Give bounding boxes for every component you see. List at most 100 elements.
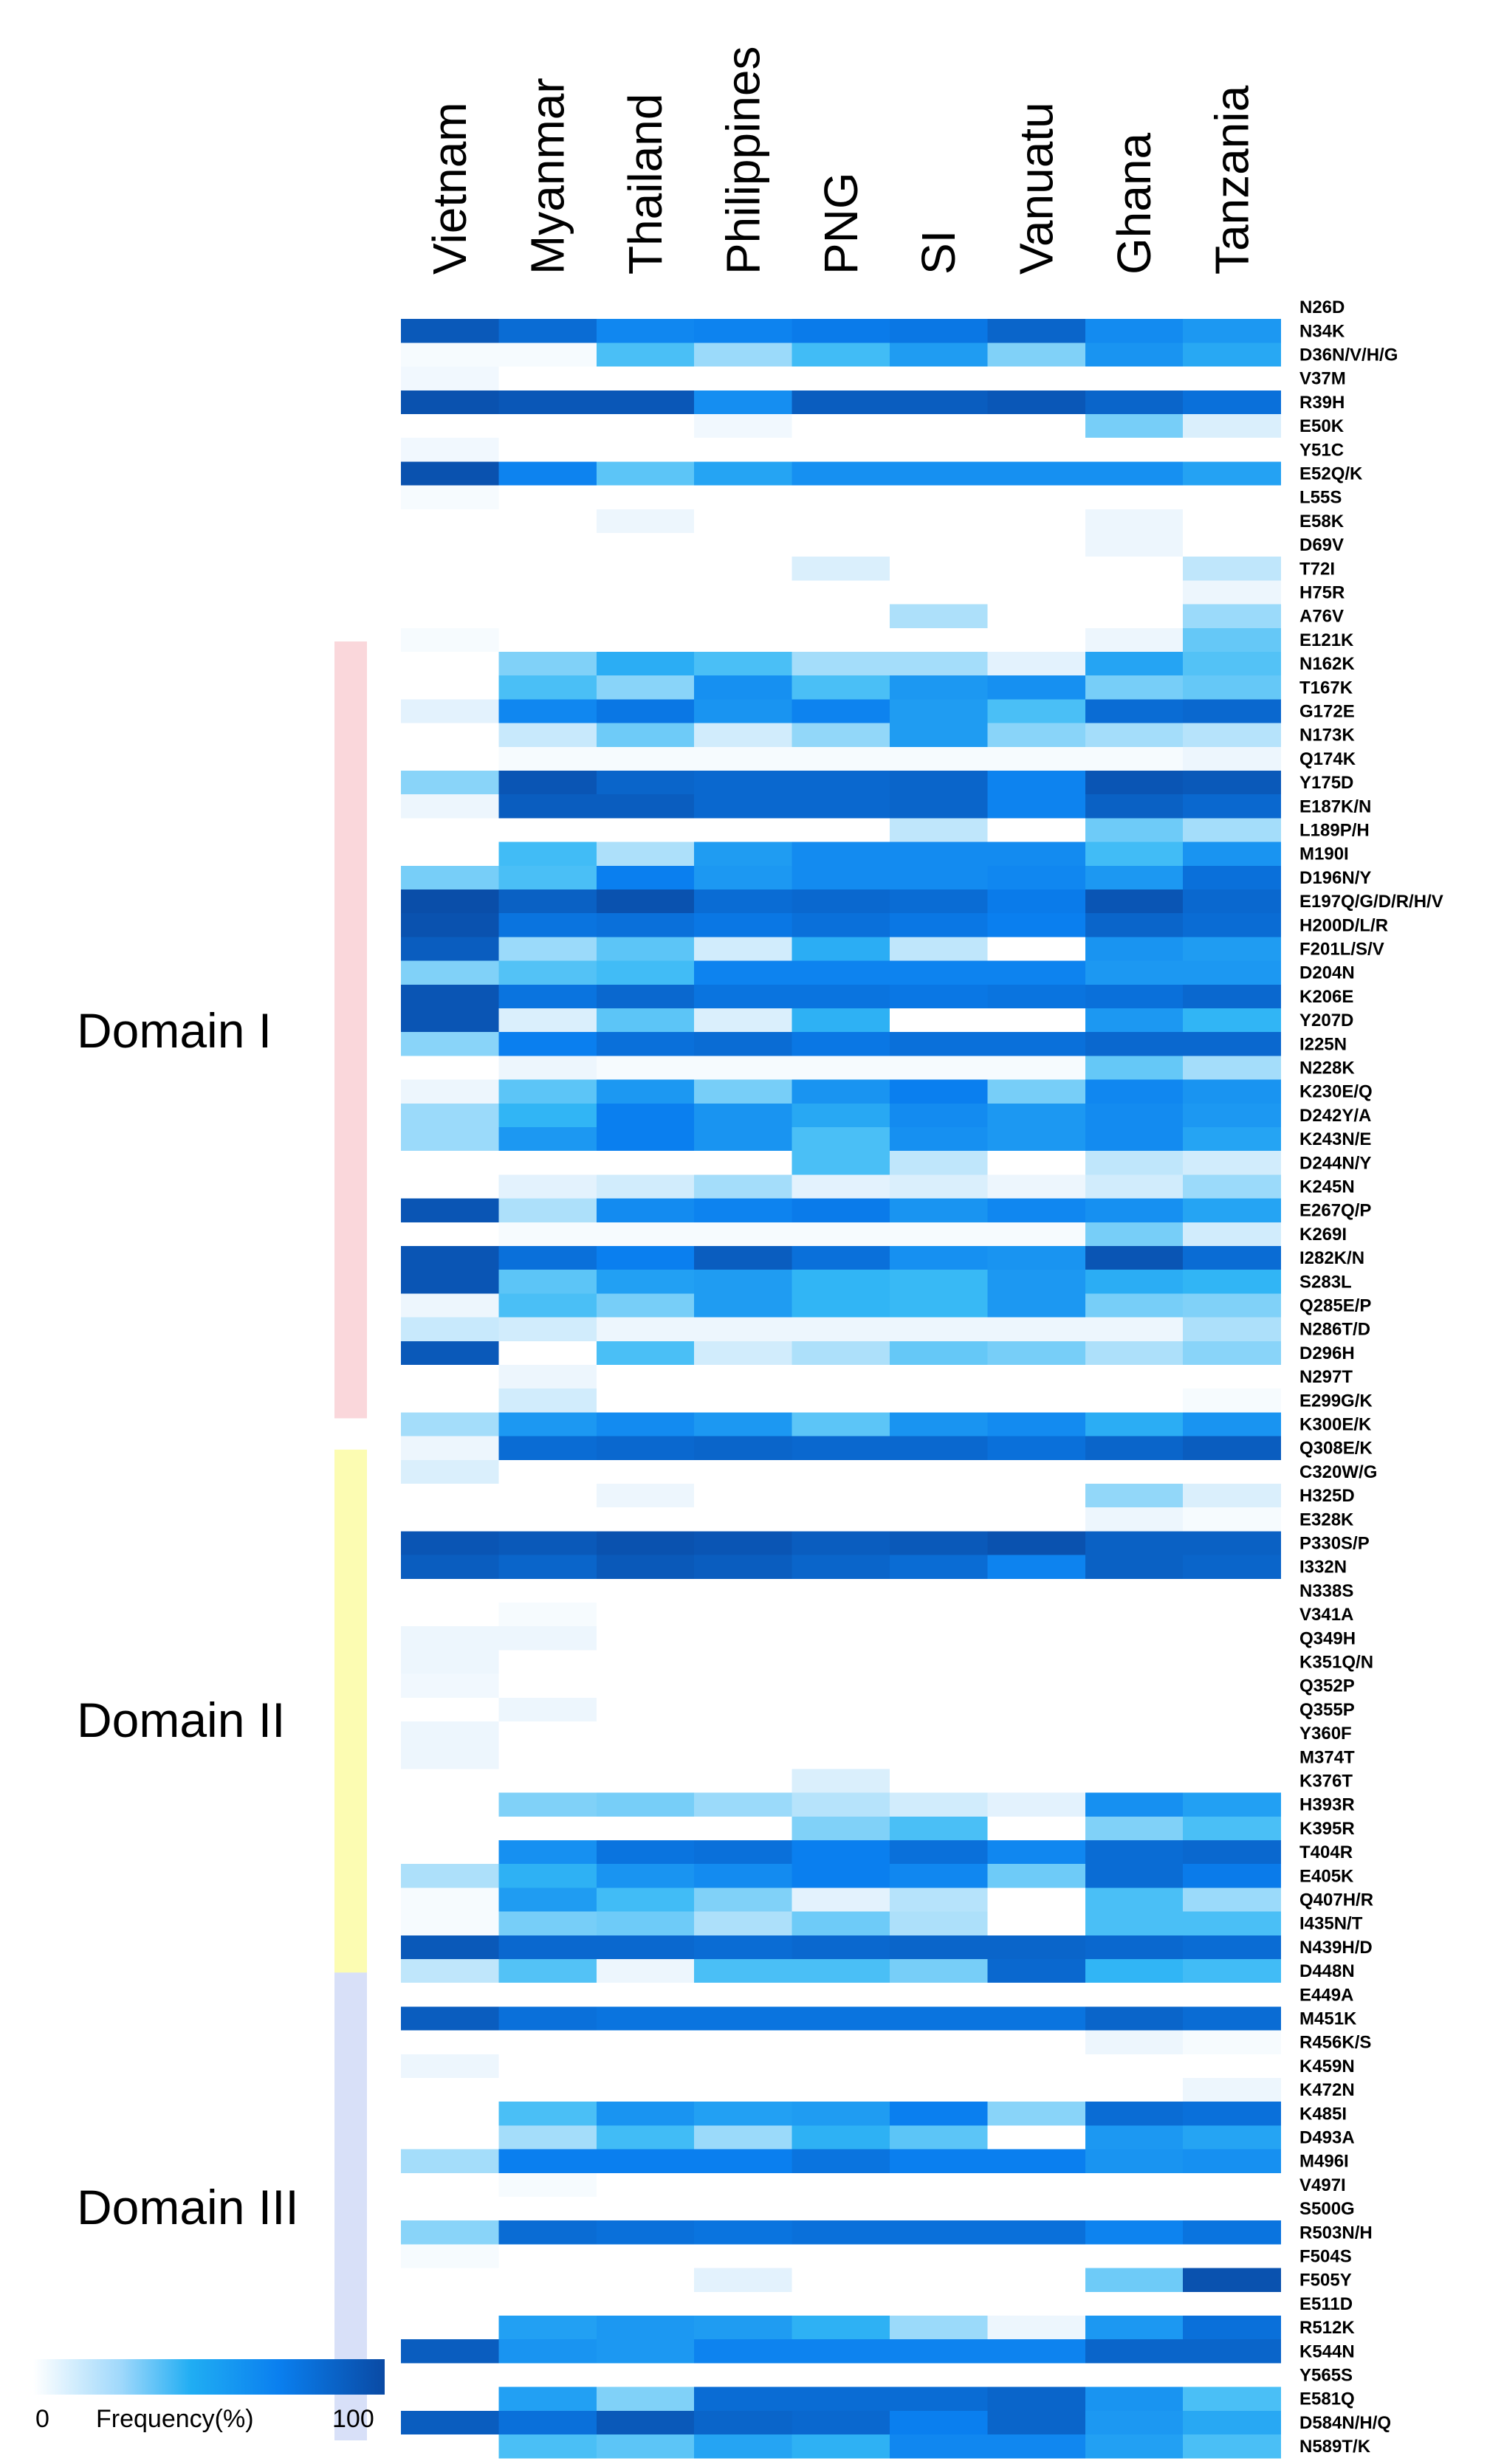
- heatmap-cell: [1085, 2197, 1184, 2221]
- heatmap-cell: [596, 2006, 695, 2031]
- heatmap-cell: [890, 1103, 988, 1128]
- heatmap-cell: [694, 723, 793, 748]
- heatmap-cell: [987, 1412, 1086, 1437]
- heatmap-cell: [498, 2339, 597, 2364]
- heatmap-cell: [694, 1317, 793, 1342]
- heatmap-cell: [987, 2244, 1086, 2269]
- heatmap-cell: [498, 2172, 597, 2198]
- heatmap-cell: [694, 1222, 793, 1247]
- heatmap-cell: [401, 913, 499, 937]
- heatmap-cell: [401, 2149, 499, 2174]
- heatmap-cell: [987, 343, 1086, 368]
- heatmap-cell: [694, 2291, 793, 2316]
- heatmap-cell: [1183, 1079, 1282, 1104]
- row-label-k544n: K544N: [1299, 2341, 1355, 2361]
- heatmap-cell: [1183, 1388, 1282, 1413]
- heatmap-cell: [1183, 1745, 1282, 1769]
- row-label-y360f: Y360F: [1299, 1724, 1352, 1744]
- heatmap-cell: [1085, 2149, 1184, 2174]
- heatmap-cell: [987, 2030, 1086, 2055]
- legend-max-label: 100: [332, 2405, 374, 2433]
- heatmap-cell: [694, 1484, 793, 1508]
- heatmap-cell: [694, 1412, 793, 1437]
- heatmap-cell: [792, 1887, 890, 1913]
- heatmap-cell: [890, 1198, 988, 1223]
- column-label-ghana: Ghana: [1108, 132, 1161, 275]
- heatmap-cell: [792, 1531, 890, 1556]
- heatmap-cell: [890, 2434, 988, 2459]
- heatmap-cell: [890, 1412, 988, 1437]
- heatmap-cell: [792, 627, 890, 653]
- heatmap-cell: [987, 1317, 1086, 1342]
- heatmap-cell: [987, 1887, 1086, 1913]
- heatmap-cell: [1183, 818, 1282, 843]
- heatmap-cell: [1183, 723, 1282, 748]
- heatmap-cell: [987, 1935, 1086, 1960]
- heatmap-cell: [987, 723, 1086, 748]
- row-label-e581q: E581Q: [1299, 2389, 1355, 2409]
- heatmap-cell: [401, 1911, 499, 1936]
- heatmap-cell: [1183, 937, 1282, 962]
- heatmap-cell: [1183, 2125, 1282, 2150]
- heatmap-cell: [498, 1151, 597, 1175]
- heatmap-cell: [1085, 1578, 1184, 1603]
- heatmap-cell: [401, 1317, 499, 1342]
- heatmap-cell: [596, 2220, 695, 2245]
- heatmap-cell: [401, 1531, 499, 1556]
- heatmap-cell: [792, 1079, 890, 1104]
- heatmap-cell: [987, 1603, 1086, 1627]
- heatmap-cell: [694, 984, 793, 1009]
- row-label-r456k-s: R456K/S: [1299, 2033, 1371, 2053]
- heatmap-cell: [694, 1959, 793, 1983]
- heatmap-cell: [1183, 1864, 1282, 1888]
- heatmap-cell: [987, 1293, 1086, 1318]
- heatmap-cell: [498, 1103, 597, 1128]
- heatmap-cell: [1183, 699, 1282, 724]
- heatmap-cell: [498, 1816, 597, 1841]
- row-label-n439h-d: N439H/D: [1299, 1938, 1373, 1958]
- heatmap-cell: [694, 2386, 793, 2412]
- heatmap-cell: [401, 889, 499, 914]
- heatmap-cell: [1085, 1293, 1184, 1318]
- heatmap-cell: [987, 699, 1086, 724]
- heatmap-cell: [890, 2102, 988, 2126]
- heatmap-cell: [792, 2316, 890, 2340]
- heatmap-cell: [792, 485, 890, 510]
- heatmap-cell: [498, 2434, 597, 2459]
- heatmap-cell: [596, 2078, 695, 2102]
- heatmap-cell: [987, 2410, 1086, 2435]
- row-label-t72i: T72I: [1299, 559, 1335, 579]
- heatmap-cell: [792, 2078, 890, 2102]
- heatmap-cell: [987, 1341, 1086, 1366]
- heatmap-cell: [1085, 1555, 1184, 1580]
- heatmap-cell: [1183, 2291, 1282, 2316]
- heatmap-cell: [694, 1388, 793, 1413]
- heatmap-cell: [401, 1293, 499, 1318]
- heatmap-cell: [596, 2054, 695, 2079]
- row-label-k472n: K472N: [1299, 2080, 1355, 2100]
- heatmap-cell: [1183, 1365, 1282, 1389]
- row-label-m451k: M451K: [1299, 2009, 1357, 2029]
- heatmap-cell: [1183, 2386, 1282, 2412]
- heatmap-cell: [498, 2197, 597, 2221]
- heatmap-cell: [792, 2149, 890, 2174]
- heatmap-cell: [890, 1151, 988, 1175]
- heatmap-cell: [498, 1603, 597, 1627]
- heatmap-cell: [792, 1792, 890, 1817]
- heatmap-cell: [1183, 675, 1282, 700]
- domain-bars: Domain I Domain II Domain III: [77, 641, 367, 2440]
- heatmap-cell: [1085, 2434, 1184, 2459]
- row-label-n589t-k: N589T/K: [1299, 2437, 1371, 2457]
- heatmap-cell: [890, 1531, 988, 1556]
- heatmap-cell: [498, 1293, 597, 1318]
- row-label-k230e-q: K230E/Q: [1299, 1082, 1373, 1102]
- heatmap-cell: [498, 2149, 597, 2174]
- heatmap-cell: [1183, 390, 1282, 415]
- heatmap-cell: [596, 1745, 695, 1769]
- heatmap-cell: [596, 1174, 695, 1200]
- heatmap-cell: [694, 1032, 793, 1056]
- heatmap-cell: [694, 2172, 793, 2198]
- heatmap-cell: [498, 984, 597, 1009]
- heatmap-cell: [987, 889, 1086, 914]
